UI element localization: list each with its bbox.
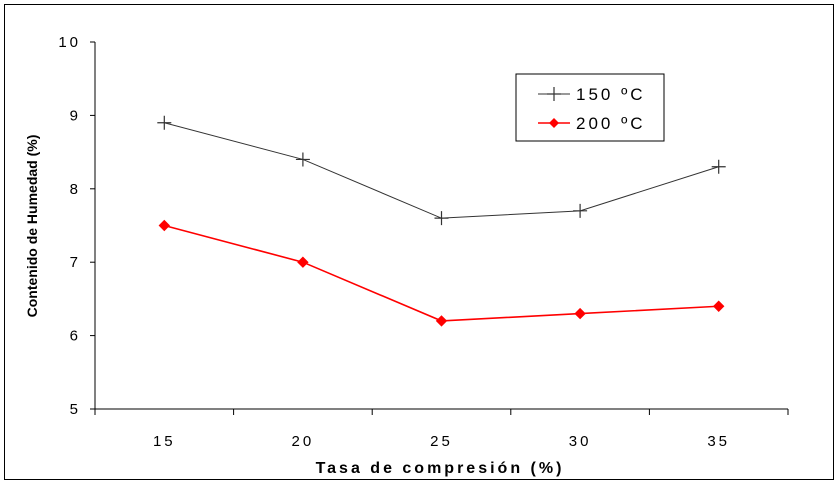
y-axis-title: Contenido de Humedad (%) [24, 135, 40, 318]
data-point [434, 211, 449, 226]
series-2 [158, 219, 725, 327]
legend-marker [547, 87, 561, 101]
series-line [164, 224, 719, 322]
x-tick-label: 35 [707, 433, 730, 450]
data-point [157, 115, 172, 130]
y-tick-label: 7 [70, 254, 81, 271]
data-point [711, 159, 726, 174]
y-tick-label: 8 [70, 181, 81, 198]
x-tick-label: 25 [430, 433, 453, 450]
data-point [158, 219, 171, 232]
data-point [573, 203, 588, 218]
y-tick-label: 6 [70, 328, 81, 345]
legend-label: 150 ºC [576, 85, 646, 104]
data-point [712, 300, 725, 312]
data-point [295, 152, 310, 167]
legend-marker [549, 118, 559, 128]
series-1 [157, 115, 726, 226]
x-axis-title: Tasa de compresión (%) [316, 460, 565, 477]
legend-box [515, 73, 665, 142]
axes: 5 6 7 8 9 10 15 20 25 30 35 [58, 34, 789, 450]
y-tick-label: 10 [58, 34, 81, 51]
chart-frame [4, 4, 834, 480]
legend-label: 200 ºC [576, 114, 646, 133]
y-tick-label: 9 [70, 107, 81, 124]
x-tick-label: 15 [153, 433, 176, 450]
data-point [435, 315, 448, 327]
data-point [297, 256, 309, 268]
x-tick-label: 30 [569, 433, 592, 450]
data-point [574, 307, 586, 320]
x-tick-label: 20 [292, 433, 315, 450]
legend: 150 ºC 200 ºC [515, 73, 665, 142]
y-tick-label: 5 [70, 401, 81, 418]
series-layer [157, 115, 726, 327]
